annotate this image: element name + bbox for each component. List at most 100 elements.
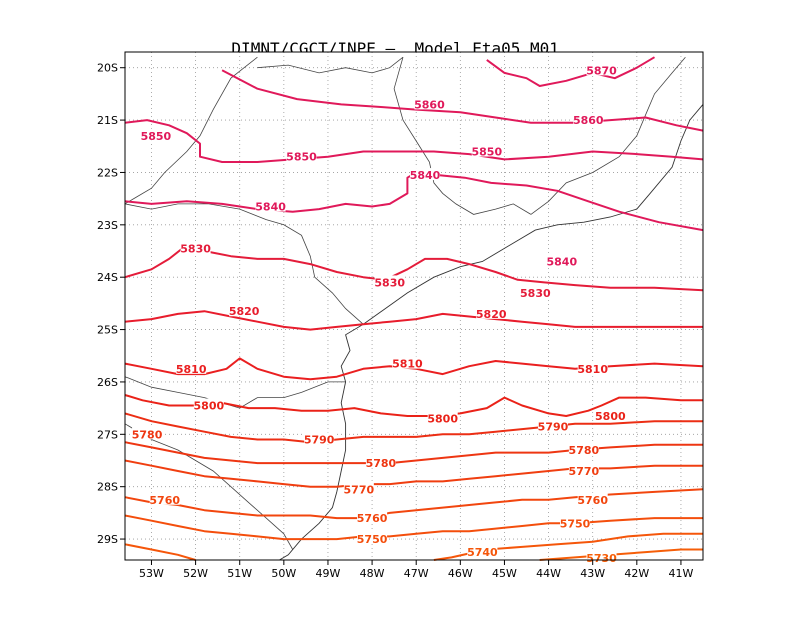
- contour-label: 5800: [427, 413, 458, 426]
- contour-label-bg: [180, 241, 211, 254]
- coastline-segment: [279, 323, 364, 561]
- lat-tick-label: 21S: [97, 114, 118, 127]
- coastline-segment: [363, 104, 704, 325]
- contour-label-bg: [193, 398, 224, 411]
- contour-label: 5730: [586, 552, 617, 565]
- contour-label-bg: [586, 63, 617, 76]
- state-border-line: [124, 56, 258, 205]
- contour-label: 5810: [577, 363, 608, 376]
- contour-label-bg: [365, 456, 396, 469]
- contour-labels: 5870 5860 5860 5850 5850 5850 5840 5840 5840 5830…: [132, 63, 626, 565]
- contour-5810: [124, 357, 704, 381]
- contour-5850: [124, 119, 704, 163]
- contour-label: 5760: [577, 494, 608, 507]
- contour-5730: [539, 548, 703, 561]
- lat-tick-label: 26S: [97, 376, 118, 389]
- contour-label: 5820: [229, 305, 260, 318]
- lat-tick-label: 27S: [97, 428, 118, 441]
- contour-label: 5820: [476, 308, 507, 321]
- contour-label: 5810: [176, 363, 207, 376]
- contour-label: 5770: [569, 465, 600, 478]
- contour-label-bg: [140, 128, 171, 141]
- contour-label: 5790: [538, 420, 569, 433]
- lon-tick-label: 46W: [448, 567, 473, 580]
- contour-label-bg: [427, 411, 458, 424]
- contour-5860: [221, 69, 704, 132]
- lon-tick-label: 47W: [404, 567, 429, 580]
- lat-axis: 20S 21S 22S 23S 24S 25S 26S 27S 28S 29S: [97, 62, 125, 546]
- lon-tick-label: 53W: [139, 567, 164, 580]
- plot-frame: [124, 51, 704, 561]
- lon-tick-label: 49W: [316, 567, 341, 580]
- contour-label: 5860: [573, 114, 604, 127]
- state-border-line: [124, 203, 364, 325]
- contour-label: 5780: [132, 428, 163, 441]
- contour-label: 5760: [357, 512, 388, 525]
- contour-label-bg: [476, 306, 507, 319]
- contour-5740: [124, 543, 196, 561]
- contour-label-bg: [374, 275, 405, 288]
- contour-label: 5800: [595, 410, 626, 423]
- lon-axis: 53W 52W 51W 50W 49W 48W 47W 46W 45W 44W 43W 42W 41W: [139, 560, 693, 580]
- contour-5740: [433, 532, 703, 561]
- contour-label: 5840: [255, 200, 286, 213]
- contour-label-bg: [577, 361, 608, 374]
- contour-label: 5850: [141, 130, 172, 143]
- lat-tick-label: 23S: [97, 219, 118, 232]
- contour-label-bg: [537, 419, 568, 432]
- contour-label: 5770: [344, 483, 375, 496]
- contour-label: 5750: [560, 517, 591, 530]
- contour-label-bg: [577, 492, 608, 505]
- lat-tick-label: 22S: [97, 166, 118, 179]
- contour-label: 5780: [569, 444, 600, 457]
- lon-tick-label: 41W: [669, 567, 694, 580]
- lat-tick-label: 25S: [97, 324, 118, 337]
- contour-label-bg: [286, 149, 317, 162]
- contour-label: 5760: [149, 494, 180, 507]
- contour-label-bg: [255, 199, 286, 212]
- contour-label-bg: [568, 463, 599, 476]
- lon-tick-label: 50W: [271, 567, 296, 580]
- contour-label-bg: [357, 511, 388, 524]
- lon-tick-label: 43W: [580, 567, 605, 580]
- contour-label-bg: [229, 304, 260, 317]
- lat-tick-label: 20S: [97, 62, 118, 75]
- contour-label: 5830: [374, 276, 405, 289]
- contour-label: 5850: [286, 151, 317, 164]
- lat-tick-label: 28S: [97, 481, 118, 494]
- contour-5870: [486, 56, 656, 87]
- contour-label: 5800: [194, 400, 225, 413]
- lon-tick-label: 48W: [360, 567, 385, 580]
- contour-label: 5790: [304, 434, 335, 447]
- contour-label-bg: [343, 482, 374, 495]
- lat-tick-label: 24S: [97, 271, 118, 284]
- coastline: [279, 104, 704, 561]
- state-borders: [124, 56, 686, 550]
- state-border-line: [530, 56, 686, 215]
- contour-5820: [124, 310, 703, 331]
- contour-label-bg: [520, 285, 551, 298]
- contour-label: 5850: [471, 146, 502, 159]
- contour-label-bg: [546, 254, 577, 267]
- lon-tick-label: 45W: [492, 567, 517, 580]
- lon-tick-label: 51W: [227, 567, 252, 580]
- contour-label: 5780: [366, 457, 397, 470]
- contour-label-bg: [132, 427, 163, 440]
- contour-label: 5840: [410, 169, 441, 182]
- contour-label: 5860: [414, 98, 445, 111]
- contour-label-bg: [471, 144, 502, 157]
- contour-label-bg: [414, 97, 445, 110]
- contour-label: 5830: [520, 287, 551, 300]
- contour-label: 5870: [586, 64, 617, 77]
- lat-tick-label: 29S: [97, 533, 118, 546]
- plot-area: [125, 52, 703, 560]
- contour-label-bg: [410, 168, 441, 181]
- lon-tick-label: 42W: [624, 567, 649, 580]
- contour-5770: [124, 459, 703, 488]
- contour-label: 5740: [467, 546, 498, 559]
- state-border-line: [257, 56, 404, 74]
- contour-label-bg: [304, 432, 335, 445]
- lon-tick-label: 44W: [536, 567, 561, 580]
- state-border-line: [124, 376, 346, 409]
